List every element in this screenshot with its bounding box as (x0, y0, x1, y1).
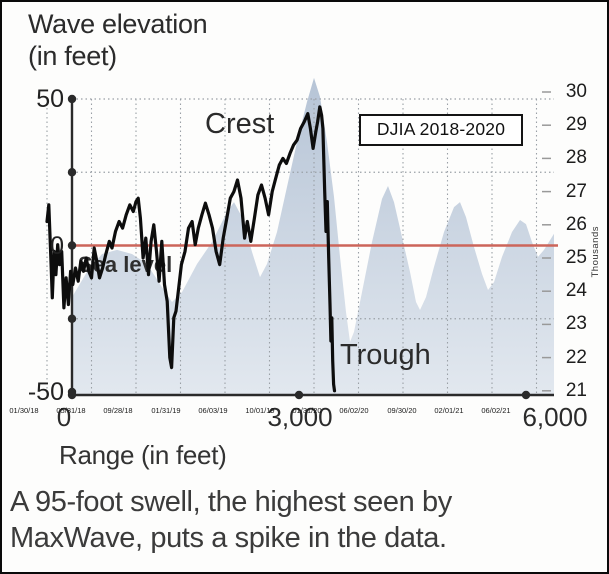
date-tick-label: 06/02/21 (481, 406, 511, 415)
right-tick-label: 30 (565, 81, 587, 102)
djia-line (45, 105, 337, 393)
x-axis-tick-dot (521, 390, 531, 400)
left-tick-label: 0 (50, 232, 64, 260)
date-tick-label: 01/31/20 (292, 406, 322, 415)
date-tick-label: 10/01/19 (245, 406, 275, 415)
right-tick-label: 22 (565, 347, 587, 368)
x-tick-label: 6,000 (522, 402, 588, 432)
gridline-layer (46, 98, 554, 395)
wave-fill (72, 77, 554, 396)
y-axis-title-line2: (in feet) (28, 41, 117, 71)
date-tick-label: 02/01/21 (434, 406, 464, 415)
x-tick-label: 3,000 (267, 402, 333, 432)
y-axis-tick-dot (67, 94, 77, 104)
caption-line1: A 95-foot swell, the highest seen by (10, 486, 452, 518)
x-axis-tick-dot (67, 390, 77, 400)
right-tick-label: 21 (565, 380, 587, 401)
date-tick-label: 06/02/20 (339, 406, 369, 415)
date-tick-label: 05/31/18 (56, 406, 86, 415)
right-axis-unit-label: Thousands (590, 226, 601, 278)
date-tick-label: 09/30/20 (387, 406, 417, 415)
left-tick-label: -50 (27, 378, 64, 406)
y-axis-tick-dot (67, 314, 77, 323)
right-tick-label: 27 (565, 181, 587, 202)
right-tick-label: 26 (565, 214, 587, 235)
right-tick-label: 25 (565, 247, 587, 268)
right-tick-label: 23 (565, 313, 587, 334)
y-axis-tick-dot (67, 241, 77, 250)
crest-annotation: Crest (205, 108, 274, 140)
date-tick-label: 01/31/19 (151, 406, 181, 415)
trough-annotation: Trough (340, 339, 431, 371)
y-axis-tick-dot (67, 168, 77, 177)
date-tick-label: 06/03/19 (198, 406, 228, 415)
caption-line2: MaxWave, puts a spike in the data. (10, 522, 447, 554)
x-axis-title: Range (in feet) (59, 440, 227, 470)
axes-layer (67, 91, 554, 400)
djia-line-layer (45, 105, 337, 393)
djia-annotation-box: DJIA 2018-2020 (359, 114, 523, 146)
x-axis-tick-dot (294, 390, 304, 400)
wave-fill-layer (72, 77, 554, 396)
right-tick-label: 29 (565, 114, 587, 135)
x-tick-label: 0 (56, 402, 72, 432)
date-tick-label: 01/30/18 (9, 406, 39, 415)
right-tick-label: 24 (565, 280, 587, 301)
date-tick-label: 09/28/18 (103, 406, 133, 415)
right-tick-label: 28 (565, 147, 587, 168)
left-tick-label: 50 (36, 85, 64, 113)
y-axis-title-line1: Wave elevation (28, 9, 208, 39)
